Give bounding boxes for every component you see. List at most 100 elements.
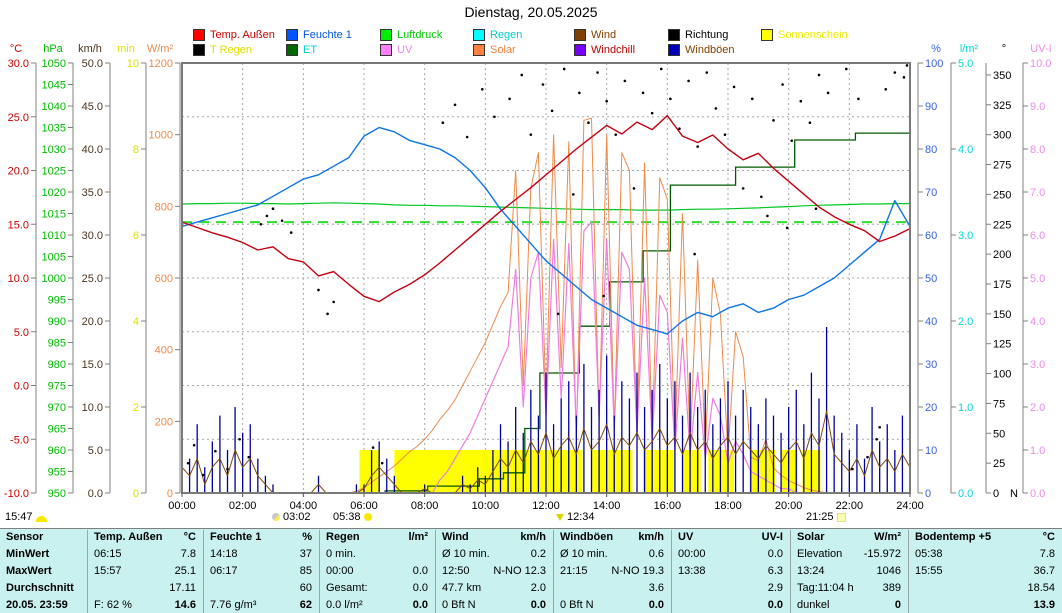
stats-cell: 14:18 37 bbox=[206, 546, 316, 563]
legend-label: Sonnenschein bbox=[778, 28, 848, 41]
svg-text:990: 990 bbox=[48, 316, 66, 328]
svg-text:150: 150 bbox=[993, 309, 1011, 321]
stats-cell: Durchschnitt bbox=[2, 580, 86, 597]
x-axis-label: 24:00 bbox=[896, 500, 924, 512]
x-axis: 00:00 02:00 04:00 06:00 08:00 10:00 12:00 14:00… bbox=[168, 493, 924, 512]
stats-cell-value: N-NO 12.3 bbox=[493, 565, 546, 577]
svg-text:20.0: 20.0 bbox=[8, 166, 29, 178]
legend-item-sonnenschein: Sonnenschein bbox=[761, 29, 848, 41]
svg-text:980: 980 bbox=[48, 359, 66, 371]
axis-hpa: hPa 950 955 960 965 970 975 980 985 990 995 1000 100… bbox=[42, 43, 74, 500]
stats-cell: Ø 10 min. 0.6 bbox=[556, 546, 668, 563]
svg-text:125: 125 bbox=[993, 339, 1011, 351]
marker-time: 03:02 bbox=[283, 511, 311, 523]
legend-label: Temp. Außen bbox=[210, 28, 275, 41]
svg-text:960: 960 bbox=[48, 445, 66, 457]
stats-cell-value: 60 bbox=[299, 582, 312, 594]
stats-cell: 20.05. 23:59 bbox=[2, 597, 86, 613]
moonrise-icon bbox=[35, 516, 47, 522]
svg-text:4: 4 bbox=[133, 316, 139, 328]
stats-cell-value: km/h bbox=[638, 531, 664, 543]
stats-cell-value: °C bbox=[1042, 531, 1055, 543]
stats-cell-text: Gesamt: bbox=[326, 582, 368, 594]
stats-column-wind: Wind km/h Ø 10 min. 0.2 12:50 N-NO 12.3 47.7 k… bbox=[438, 529, 550, 613]
stats-cell-value: l/m² bbox=[408, 531, 428, 543]
stats-cell: 06:17 85 bbox=[206, 563, 316, 580]
svg-text:975: 975 bbox=[48, 381, 66, 393]
stats-row-label: MaxWert bbox=[6, 565, 52, 577]
axis-pct: % 0 10 20 30 40 50 60 70 80 90 100 bbox=[917, 43, 943, 500]
legend-label: Windböen bbox=[685, 43, 735, 56]
svg-text:1050: 1050 bbox=[42, 58, 66, 70]
stats-cell: 0 min. bbox=[322, 546, 432, 563]
stats-cell-value: 0.0 bbox=[412, 599, 428, 611]
svg-text:3.0: 3.0 bbox=[1030, 359, 1045, 371]
svg-text:0.0: 0.0 bbox=[14, 381, 29, 393]
weather-chart: °C-10.0-5.00.05.010.015.020.025.030.0hPa… bbox=[4, 43, 1052, 512]
stats-cell-value: 13.9 bbox=[1033, 599, 1055, 611]
svg-text:9.0: 9.0 bbox=[1030, 101, 1045, 113]
axis-unit-pct: % bbox=[931, 43, 941, 55]
svg-text:6.0: 6.0 bbox=[1030, 230, 1045, 242]
svg-text:800: 800 bbox=[155, 201, 173, 213]
svg-text:4.0: 4.0 bbox=[1030, 316, 1045, 328]
x-axis-label: 18:00 bbox=[714, 500, 742, 512]
svg-text:1.0: 1.0 bbox=[958, 402, 973, 414]
x-axis-label: 22:00 bbox=[836, 500, 864, 512]
svg-text:8: 8 bbox=[133, 144, 139, 156]
stats-column-bodentemp-5: Bodentemp +5 °C 05:38 7.8 15:55 36.7 18.54 13.9 bbox=[911, 529, 1059, 613]
stats-cell: Ø 10 min. 0.2 bbox=[438, 546, 550, 563]
stats-cell-text: dunkel bbox=[797, 599, 830, 611]
marker-time: 21:25 bbox=[806, 511, 834, 523]
legend-item-luftdruck: Luftdruck bbox=[380, 29, 442, 41]
svg-text:50.0: 50.0 bbox=[82, 58, 103, 70]
stats-cell-value: 3.6 bbox=[648, 582, 664, 594]
stats-cell-text: 06:17 bbox=[210, 565, 238, 577]
stats-cell: 13.9 bbox=[911, 597, 1059, 613]
stats-cell-value: 0.0 bbox=[767, 548, 783, 560]
sun-moon-markers: 15:47 03:02 05:38 12:34 21:25 bbox=[0, 510, 1062, 526]
svg-text:5.0: 5.0 bbox=[958, 58, 973, 70]
stats-cell-text: 05:38 bbox=[915, 548, 943, 560]
svg-text:175: 175 bbox=[993, 279, 1011, 291]
stats-cell-value: 62 bbox=[299, 599, 312, 611]
stats-cell-value: 389 bbox=[882, 582, 901, 594]
svg-text:250: 250 bbox=[993, 189, 1011, 201]
stats-cell-value: N-NO 19.3 bbox=[611, 565, 664, 577]
axis-wm2: W/m² 0 200 400 600 800 1000 1200 bbox=[147, 43, 181, 500]
axis-unit-wm2: W/m² bbox=[147, 43, 174, 55]
svg-text:1040: 1040 bbox=[42, 101, 66, 113]
stats-cell: Windböen km/h bbox=[556, 529, 668, 546]
stats-cell: 0.0 l/m² 0.0 bbox=[322, 597, 432, 613]
marker-0302: 03:02 bbox=[272, 510, 311, 524]
stats-cell-text: 13:38 bbox=[678, 565, 706, 577]
stats-cell: 15:55 36.7 bbox=[911, 563, 1059, 580]
stats-column-regen: Regen l/m² 0 min. 00:00 0.0 Gesamt: 0.0 0.0 l/m… bbox=[322, 529, 432, 613]
stats-row-label: MinWert bbox=[6, 548, 50, 560]
axis-unit-deg: ° bbox=[1002, 43, 1006, 55]
stats-cell-value: 7.8 bbox=[180, 548, 196, 560]
svg-text:1005: 1005 bbox=[42, 252, 66, 264]
svg-text:0: 0 bbox=[993, 488, 999, 500]
svg-text:600: 600 bbox=[155, 273, 173, 285]
legend-label: Luftdruck bbox=[397, 28, 443, 41]
svg-text:80: 80 bbox=[925, 144, 937, 156]
svg-text:60: 60 bbox=[925, 230, 937, 242]
axis-extra-label: N bbox=[1010, 488, 1018, 500]
svg-text:35.0: 35.0 bbox=[82, 187, 103, 199]
table-column-divider bbox=[790, 530, 791, 613]
marker-2125: 21:25 bbox=[806, 510, 846, 524]
stats-cell-value: 37 bbox=[299, 548, 312, 560]
legend-swatch-icon bbox=[473, 44, 485, 56]
stats-cell-text: 00:00 bbox=[678, 548, 706, 560]
stats-cell-value: 0.0 bbox=[412, 582, 428, 594]
svg-text:75: 75 bbox=[993, 398, 1005, 410]
svg-text:1015: 1015 bbox=[42, 209, 66, 221]
svg-text:40.0: 40.0 bbox=[82, 144, 103, 156]
stats-cell-value: 0.0 bbox=[648, 599, 664, 611]
legend-item-richtung: Richtung bbox=[668, 29, 728, 41]
axis-unit-lm2: l/m² bbox=[960, 43, 979, 55]
svg-text:300: 300 bbox=[993, 130, 1011, 142]
stats-cell: 15:57 25.1 bbox=[90, 563, 200, 580]
marker-time: 15:47 bbox=[5, 511, 33, 523]
